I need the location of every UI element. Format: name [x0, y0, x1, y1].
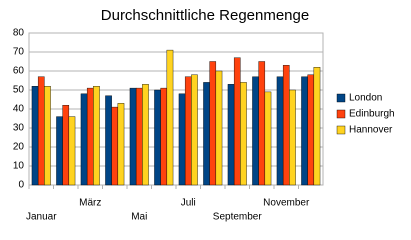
bar: [68, 116, 76, 186]
bar: [203, 82, 210, 186]
y-tick-label: 50: [13, 85, 25, 96]
bar: [160, 87, 168, 186]
bar: [252, 76, 259, 186]
legend-swatch: [336, 93, 346, 103]
bar: [191, 74, 198, 186]
bar: [258, 61, 266, 186]
y-tick-label: 10: [13, 161, 25, 172]
bar: [282, 65, 290, 186]
bar: [56, 116, 63, 186]
legend-swatch: [336, 109, 346, 119]
bar: [86, 87, 94, 186]
bar: [135, 87, 143, 186]
bar: [105, 95, 112, 186]
bar: [31, 85, 39, 186]
legend-swatch: [336, 125, 346, 135]
bar: [154, 89, 161, 186]
bar: [37, 76, 45, 186]
legend-label: Edinburgh: [349, 109, 395, 120]
bar: [142, 84, 149, 186]
y-tick-label: 70: [13, 47, 25, 58]
y-tick-label: 80: [13, 28, 25, 39]
bar: [166, 49, 174, 186]
bar: [227, 84, 235, 186]
bar: [276, 76, 284, 186]
bar: [264, 91, 272, 186]
chart: Durchschnittliche Regenmenge 0 10 20 30 40 50…: [12, 6, 395, 223]
legend-label: Hannover: [349, 125, 393, 136]
x-tick-label: Mai: [131, 212, 147, 223]
bar: [111, 106, 119, 186]
bar: [301, 76, 308, 186]
bar: [184, 76, 192, 186]
bar: [233, 57, 241, 186]
y-tick-label: 20: [13, 142, 25, 153]
x-tick-label: Juli: [181, 198, 196, 209]
y-tick-label: 60: [13, 66, 25, 77]
bar: [313, 66, 321, 186]
bar: [289, 89, 296, 186]
bar: [44, 85, 51, 186]
x-tick-label: Januar: [26, 212, 57, 223]
bar: [80, 93, 88, 186]
y-tick-label: 30: [13, 123, 25, 134]
bar: [129, 87, 137, 186]
legend-label: London: [349, 93, 382, 104]
x-tick-label: September: [213, 212, 263, 223]
bar: [62, 104, 70, 186]
y-tick-label: 40: [13, 104, 25, 115]
chart-title: Durchschnittliche Regenmenge: [101, 7, 309, 24]
bar: [117, 103, 125, 186]
bar: [307, 74, 315, 186]
bar: [240, 82, 247, 186]
bar: [215, 70, 223, 186]
x-tick-label: November: [263, 198, 310, 209]
bar: [93, 85, 100, 186]
y-tick-label: 0: [18, 180, 24, 191]
bar: [209, 61, 217, 186]
bar: [178, 93, 186, 186]
x-tick-label: März: [79, 198, 101, 209]
